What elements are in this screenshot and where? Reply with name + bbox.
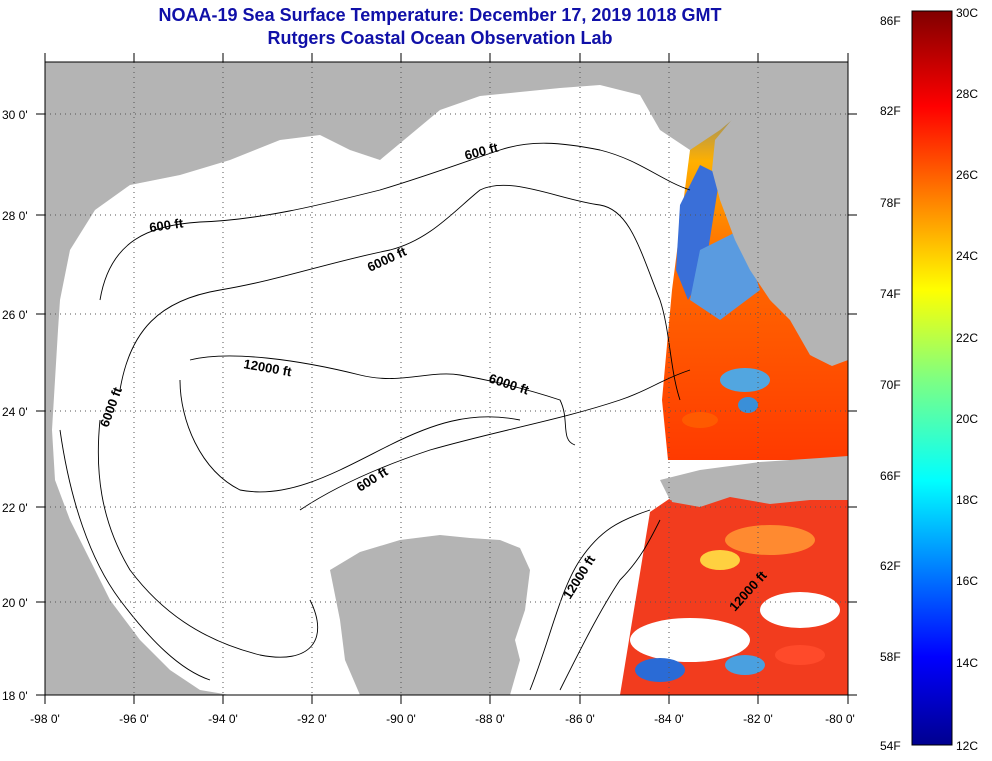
colorbar-f-label: 78F — [880, 196, 901, 210]
bathymetry-contours — [59, 142, 691, 691]
lat-label: 30 0' — [2, 108, 28, 122]
colorbar-c-label: 26C — [956, 168, 978, 182]
lat-label: 22 0' — [2, 501, 28, 515]
lat-label: 20 0' — [2, 596, 28, 610]
colorbar-c-label: 12C — [956, 739, 978, 753]
lon-label: -82 0' — [743, 712, 773, 726]
colorbar-c-label: 20C — [956, 412, 978, 426]
graticule — [45, 62, 848, 695]
colorbar-f-label: 62F — [880, 559, 901, 573]
colorbar-f-label: 66F — [880, 469, 901, 483]
colorbar-f-label: 86F — [880, 14, 901, 28]
lon-label: -96 0' — [119, 712, 149, 726]
frame-ticks — [36, 53, 857, 704]
lon-label: -98 0' — [30, 712, 60, 726]
lon-label: -94 0' — [208, 712, 238, 726]
colorbar-f-label: 54F — [880, 739, 901, 753]
map-title: NOAA-19 Sea Surface Temperature: Decembe… — [158, 5, 722, 25]
colorbar-f-label: 70F — [880, 378, 901, 392]
colorbar-c-label: 24C — [956, 249, 978, 263]
lat-label: 28 0' — [2, 209, 28, 223]
colorbar-f-label: 82F — [880, 104, 901, 118]
colorbar-c-label: 18C — [956, 493, 978, 507]
colorbar-c-label: 30C — [956, 6, 978, 20]
map-frame — [44, 61, 849, 696]
lon-label: -88 0' — [475, 712, 505, 726]
colorbar-f-label: 58F — [880, 650, 901, 664]
lat-label: 26 0' — [2, 308, 28, 322]
lon-label: -86 0' — [565, 712, 595, 726]
lon-label: -92 0' — [297, 712, 327, 726]
contour-label-600-west: 600 ft — [148, 215, 184, 235]
colorbar-c-label: 14C — [956, 656, 978, 670]
latitude-labels: 18 0' 20 0' 22 0' 24 0' 26 0' 28 0' 30 0… — [2, 108, 28, 703]
lon-label: -84 0' — [654, 712, 684, 726]
colorbar-c-label: 22C — [956, 331, 978, 345]
color-bar: 86F 82F 78F 74F 70F 66F 62F 58F 54F 30C … — [880, 6, 978, 753]
lat-label: 24 0' — [2, 405, 28, 419]
color-scale — [911, 10, 953, 746]
map-subtitle: Rutgers Coastal Ocean Observation Lab — [267, 28, 613, 48]
lat-label: 18 0' — [2, 689, 28, 703]
longitude-labels: -98 0' -96 0' -94 0' -92 0' -90 0' -88 0… — [30, 712, 855, 726]
colorbar-f-label: 74F — [880, 287, 901, 301]
lon-label: -90 0' — [386, 712, 416, 726]
colorbar-c-label: 16C — [956, 574, 978, 588]
lon-label: -80 0' — [825, 712, 855, 726]
colorbar-c-label: 28C — [956, 87, 978, 101]
